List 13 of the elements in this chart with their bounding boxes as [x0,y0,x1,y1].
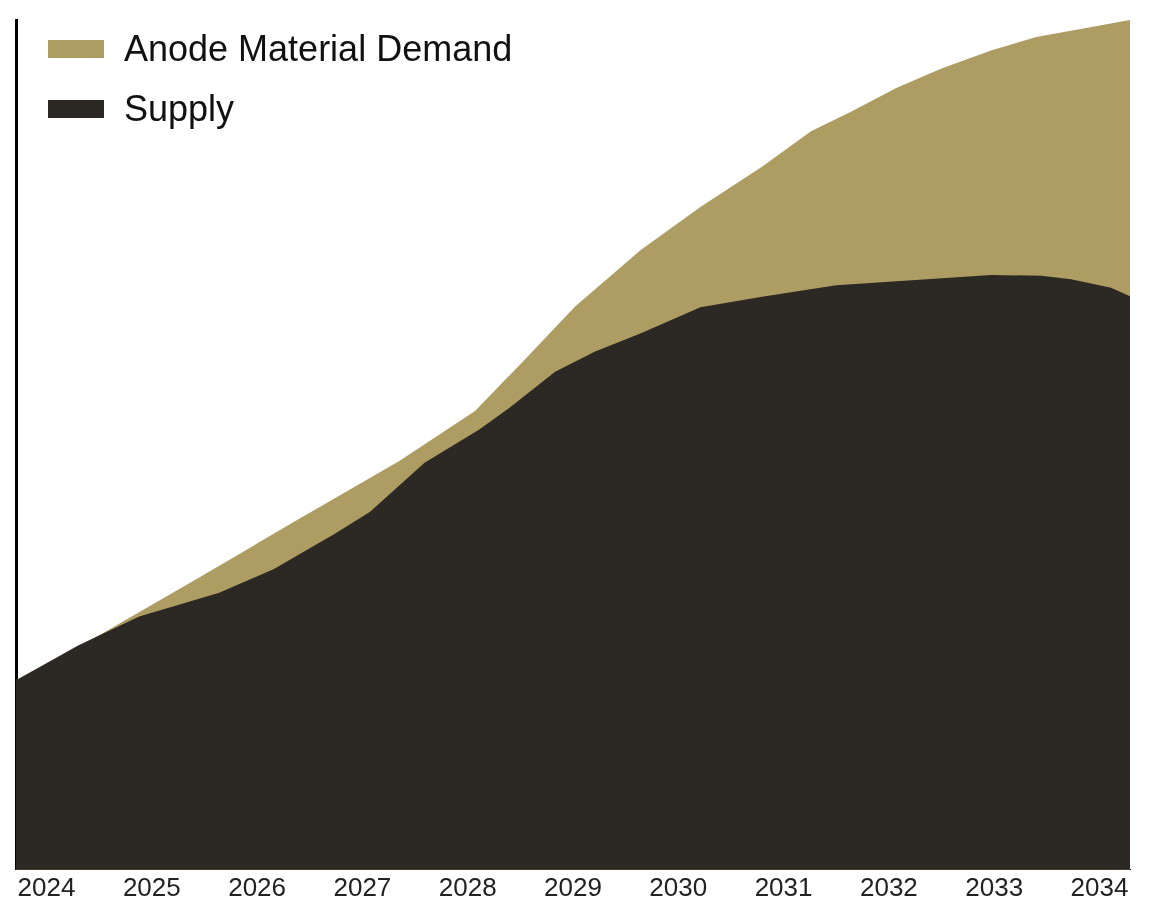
legend-label: Anode Material Demand [124,28,513,70]
legend-label: Supply [124,88,235,130]
x-tick-label: 2028 [438,871,497,902]
x-tick-label: 2024 [17,871,76,902]
x-tick-label: 2031 [754,871,813,902]
x-tick-label: 2033 [965,871,1024,902]
x-tick-label: 2029 [544,871,602,902]
x-tick-label: 2034 [1070,871,1129,902]
x-tick-label: 2027 [333,871,392,902]
x-tick-label: 2032 [859,871,918,902]
x-tick-label: 2030 [649,871,708,902]
x-tick-label: 2025 [122,871,181,902]
x-tick-label: 2026 [228,871,287,902]
